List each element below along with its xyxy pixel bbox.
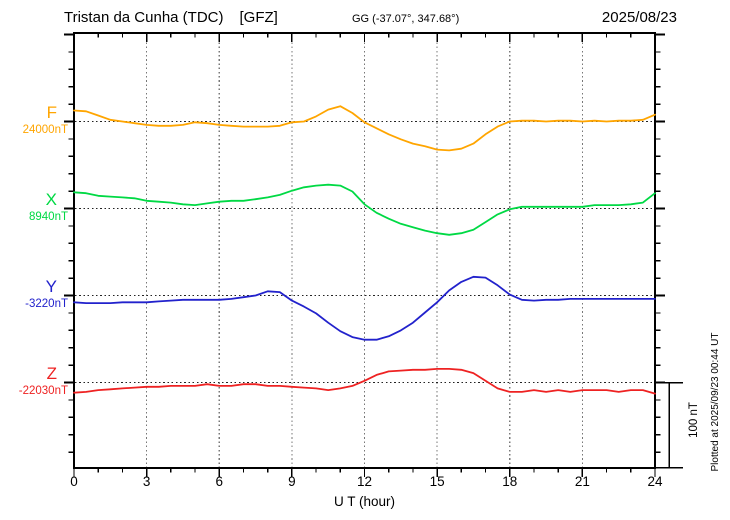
- baseline-value-Z: -22030nT: [18, 385, 68, 397]
- baseline-value-X: 8940nT: [28, 211, 68, 223]
- x-tick-label-15: 15: [429, 474, 445, 489]
- trace-X: [73, 183, 656, 236]
- x-tick-label-12: 12: [356, 474, 373, 489]
- x-tick-label-18: 18: [502, 474, 518, 489]
- component-label-X: X: [45, 190, 57, 209]
- x-tick-label-0: 0: [70, 474, 78, 489]
- trace-Z: [73, 367, 656, 395]
- x-tick-label-9: 9: [288, 474, 296, 489]
- x-axis-title: U T (hour): [333, 494, 396, 509]
- x-tick-label-3: 3: [142, 474, 151, 489]
- component-label-Y: Y: [45, 277, 57, 296]
- component-label-Z: Z: [46, 364, 57, 383]
- trace-F: [73, 105, 656, 152]
- x-tick-label-21: 21: [574, 474, 590, 489]
- plot-date: 2025/08/23: [601, 9, 677, 26]
- baseline-value-Y: -3220nT: [25, 298, 68, 310]
- institute-tag: [GFZ]: [239, 9, 278, 26]
- station-name: Tristan da Cunha (TDC): [64, 9, 224, 26]
- station-title: Tristan da Cunha (TDC) [GFZ]: [64, 9, 278, 26]
- x-tick-label-6: 6: [215, 474, 223, 489]
- scale-bar-label: 100 nT: [688, 402, 700, 438]
- geo-coordinates: GG (-37.07°, 347.68°): [352, 13, 460, 25]
- plotted-at-note: Plotted at 2025/09/23 00:44 UT: [710, 332, 721, 472]
- baseline-value-F: 24000nT: [22, 124, 68, 136]
- x-tick-label-24: 24: [647, 474, 663, 489]
- plot-frame: [73, 32, 656, 469]
- trace-Y: [73, 275, 656, 341]
- component-label-F: F: [46, 103, 57, 122]
